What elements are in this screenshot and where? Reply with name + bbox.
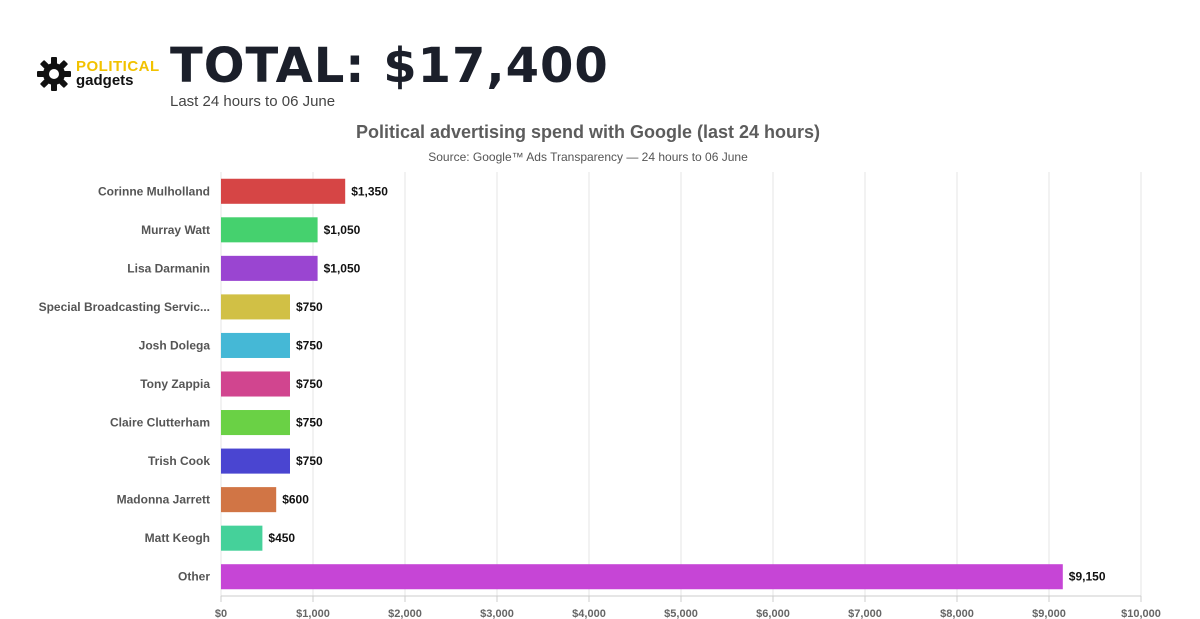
- category-label: Madonna Jarrett: [117, 493, 210, 507]
- category-label: Matt Keogh: [145, 531, 210, 545]
- total-heading: TOTAL: $17,400: [170, 38, 609, 94]
- data-label: $750: [296, 300, 323, 314]
- bar: [221, 448, 290, 474]
- x-tick-label: $1,000: [296, 608, 330, 619]
- data-label: $1,050: [324, 223, 361, 237]
- chart-subtitle: Source: Google™ Ads Transparency — 24 ho…: [428, 150, 748, 164]
- category-label: Claire Clutterham: [110, 416, 210, 430]
- header-subtitle: Last 24 hours to 06 June: [170, 93, 336, 110]
- data-label: $750: [296, 377, 323, 391]
- chart-title: Political advertising spend with Google …: [355, 122, 821, 142]
- logo-text-bottom: gadgets: [76, 72, 134, 89]
- logo: POLITICAL gadgets: [36, 56, 166, 96]
- bar: [221, 371, 290, 397]
- bar: [221, 332, 290, 358]
- x-tick-label: $9,000: [1032, 608, 1066, 619]
- category-label: Josh Dolega: [139, 338, 211, 352]
- bar: [221, 178, 346, 204]
- chart-grid: [220, 172, 1142, 596]
- category-label: Lisa Darmanin: [127, 261, 210, 275]
- category-label: Tony Zappia: [140, 377, 210, 391]
- data-label: $600: [282, 493, 309, 507]
- x-tick-label: $7,000: [848, 608, 882, 619]
- x-tick-label: $0: [215, 608, 227, 619]
- chart-bars: [221, 178, 1063, 590]
- gear-icon: [37, 57, 71, 91]
- x-tick-label: $5,000: [664, 608, 698, 619]
- x-tick-label: $8,000: [940, 608, 974, 619]
- data-label: $9,150: [1069, 570, 1106, 584]
- bar: [221, 487, 277, 513]
- chart-labels: Corinne Mulholland $1,350 Murray Watt $1,05…: [39, 184, 1106, 583]
- data-label: $750: [296, 338, 323, 352]
- data-label: $750: [296, 416, 323, 430]
- data-label: $750: [296, 454, 323, 468]
- category-label: Corinne Mulholland: [98, 184, 210, 198]
- data-label: $1,350: [351, 184, 388, 198]
- x-tick-label: $2,000: [388, 608, 422, 619]
- bar: [221, 255, 318, 281]
- category-label: Other: [178, 570, 210, 584]
- category-label: Murray Watt: [141, 223, 210, 237]
- category-label: Special Broadcasting Servic...: [39, 300, 210, 314]
- x-tick-label: $6,000: [756, 608, 790, 619]
- bar: [221, 525, 263, 551]
- bar: [221, 294, 290, 320]
- bar: [221, 217, 318, 243]
- x-tick-label: $3,000: [480, 608, 514, 619]
- category-label: Trish Cook: [148, 454, 210, 468]
- header: POLITICAL gadgets TOTAL: $17,400 Last 24…: [36, 38, 736, 120]
- x-axis: $0 $1,000 $2,000 $3,000 $4,000 $5,000 $6,000 $7…: [215, 595, 1161, 619]
- x-tick-label: $4,000: [572, 608, 606, 619]
- data-label: $1,050: [324, 261, 361, 275]
- data-label: $450: [268, 531, 295, 545]
- x-tick-label: $10,000: [1121, 608, 1161, 619]
- bar: [221, 564, 1063, 590]
- bar: [221, 410, 290, 436]
- logo-text-top: POLITICAL: [76, 58, 160, 75]
